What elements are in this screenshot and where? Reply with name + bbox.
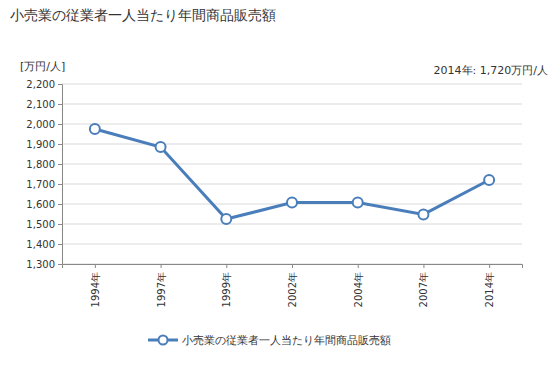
x-tick-label: 2004年 xyxy=(353,272,364,307)
x-tick-label: 2002年 xyxy=(287,272,298,307)
y-tick: 1,500 xyxy=(26,219,62,230)
y-tick: 2,100 xyxy=(26,99,62,110)
y-axis: 1,300 1,400 1,500 1,600 1,700 1,800 1,900 2,000… xyxy=(26,79,62,270)
x-tick-mark xyxy=(226,264,227,268)
x-tick: 2007年 xyxy=(418,264,429,307)
x-tick-label: 1999年 xyxy=(221,272,232,307)
x-tick-mark xyxy=(423,264,424,268)
y-tick: 1,600 xyxy=(26,199,62,210)
y-tick-label: 2,200 xyxy=(26,79,55,90)
legend: 小売業の従業者一人当たり年間商品販売額 xyxy=(148,334,391,347)
grid-line xyxy=(62,144,522,145)
line xyxy=(95,129,489,219)
y-tick: 1,300 xyxy=(26,259,62,270)
y-label: [万円/人] xyxy=(20,60,65,73)
x-tick-label: 2007年 xyxy=(418,272,429,307)
legend-marker xyxy=(159,336,168,345)
y-tick-mark xyxy=(58,164,62,165)
grid-line xyxy=(62,224,522,225)
marker xyxy=(484,175,494,185)
marker xyxy=(418,209,428,219)
y-tick-mark xyxy=(58,84,62,85)
y-tick-label: 1,500 xyxy=(26,219,55,230)
x-axis-line xyxy=(63,265,523,269)
x-tick-label: 1997年 xyxy=(156,272,167,307)
y-tick-label: 1,800 xyxy=(26,159,55,170)
y-tick-label: 1,400 xyxy=(26,239,55,250)
x-tick-mark xyxy=(358,264,359,268)
x-tick: 2014年 xyxy=(484,264,495,307)
y-tick-label: 1,300 xyxy=(26,259,55,270)
y-tick-mark xyxy=(58,244,62,245)
y-tick-mark xyxy=(58,204,62,205)
x-tick: 1999年 xyxy=(221,264,232,307)
title: 小売業の従業者一人当たり年間商品販売額 xyxy=(10,7,276,23)
grid-line xyxy=(62,104,522,105)
y-tick-label: 2,000 xyxy=(26,119,55,130)
x-tick-mark xyxy=(489,264,490,268)
y-tick-label: 2,100 xyxy=(26,99,55,110)
x-tick: 2004年 xyxy=(353,264,364,307)
x-tick-label: 1994年 xyxy=(90,272,101,307)
y-tick: 2,200 xyxy=(26,79,62,90)
y-tick-mark xyxy=(58,124,62,125)
y-tick-mark xyxy=(58,224,62,225)
legend-label: 小売業の従業者一人当たり年間商品販売額 xyxy=(182,334,391,347)
y-tick: 1,900 xyxy=(26,139,62,150)
y-tick-mark xyxy=(58,264,62,265)
y-tick-mark xyxy=(58,184,62,185)
x-tick-mark xyxy=(95,264,96,268)
grid xyxy=(62,84,522,264)
marker xyxy=(90,124,100,134)
y-tick-mark xyxy=(58,144,62,145)
marker xyxy=(353,198,363,208)
y-tick-label: 1,700 xyxy=(26,179,55,190)
marker xyxy=(156,142,166,152)
y-tick-label: 1,600 xyxy=(26,199,55,210)
y-tick: 2,000 xyxy=(26,119,62,130)
legend-item: 小売業の従業者一人当たり年間商品販売額 xyxy=(148,334,391,347)
x-tick: 1994年 xyxy=(90,264,101,307)
x-tick: 2002年 xyxy=(287,264,298,307)
marker xyxy=(287,198,297,208)
y-tick-label: 1,900 xyxy=(26,139,55,150)
y-tick: 1,400 xyxy=(26,239,62,250)
annotation: 2014年: 1,720万円/人 xyxy=(434,64,548,77)
grid-line xyxy=(62,84,522,85)
y-axis-line xyxy=(58,85,63,265)
x-axis: 1994年 1997年 1999年 2002年 2004年 2007年 2014年 xyxy=(63,264,523,307)
grid-line xyxy=(62,184,522,185)
grid-line xyxy=(62,244,522,245)
x-tick-mark xyxy=(292,264,293,268)
x-tick: 1997年 xyxy=(156,264,167,307)
grid-line xyxy=(62,124,522,125)
chart: 小売業の従業者一人当たり年間商品販売額 [万円/人] 2014年: 1,720万円/… xyxy=(0,0,560,366)
y-tick: 1,800 xyxy=(26,159,62,170)
marker xyxy=(221,214,231,224)
grid-line xyxy=(62,164,522,165)
y-tick-mark xyxy=(58,104,62,105)
x-tick-label: 2014年 xyxy=(484,272,495,307)
x-tick-mark xyxy=(161,264,162,268)
y-tick: 1,700 xyxy=(26,179,62,190)
plot-area xyxy=(90,124,494,224)
